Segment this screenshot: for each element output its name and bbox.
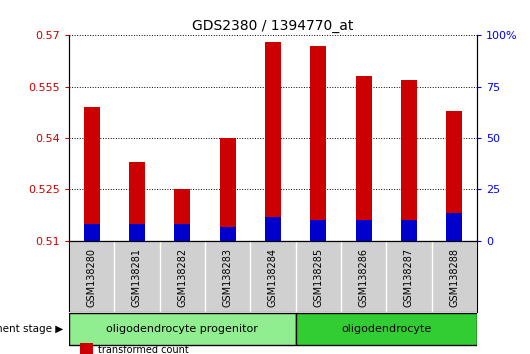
- Text: GSM138286: GSM138286: [359, 248, 369, 307]
- Bar: [311, 220, 326, 241]
- Bar: [446, 213, 462, 241]
- Text: GSM138281: GSM138281: [132, 248, 142, 307]
- Text: development stage ▶: development stage ▶: [0, 324, 64, 333]
- Bar: [356, 220, 372, 241]
- Bar: [219, 227, 235, 241]
- Text: GSM138288: GSM138288: [449, 248, 460, 307]
- Bar: [446, 111, 462, 241]
- Title: GDS2380 / 1394770_at: GDS2380 / 1394770_at: [192, 19, 354, 33]
- Bar: [311, 46, 326, 241]
- Text: transformed count: transformed count: [98, 346, 189, 354]
- Bar: [129, 162, 145, 241]
- Bar: [219, 138, 235, 241]
- Text: oligodendrocyte progenitor: oligodendrocyte progenitor: [107, 324, 258, 333]
- Bar: [174, 224, 190, 241]
- Text: GSM138287: GSM138287: [404, 248, 414, 307]
- Bar: [356, 76, 372, 241]
- Bar: [129, 224, 145, 241]
- Bar: [84, 224, 100, 241]
- Text: GSM138284: GSM138284: [268, 248, 278, 307]
- Bar: [69, 313, 296, 345]
- Bar: [84, 107, 100, 241]
- Text: GSM138282: GSM138282: [177, 248, 187, 307]
- Bar: [401, 220, 417, 241]
- Text: oligodendrocyte: oligodendrocyte: [341, 324, 431, 333]
- Text: GSM138285: GSM138285: [313, 248, 323, 307]
- Bar: [174, 189, 190, 241]
- Bar: [265, 42, 281, 241]
- Text: GSM138280: GSM138280: [86, 248, 96, 307]
- Bar: [265, 217, 281, 241]
- Bar: [296, 313, 477, 345]
- Bar: [401, 80, 417, 241]
- Text: GSM138283: GSM138283: [223, 248, 233, 307]
